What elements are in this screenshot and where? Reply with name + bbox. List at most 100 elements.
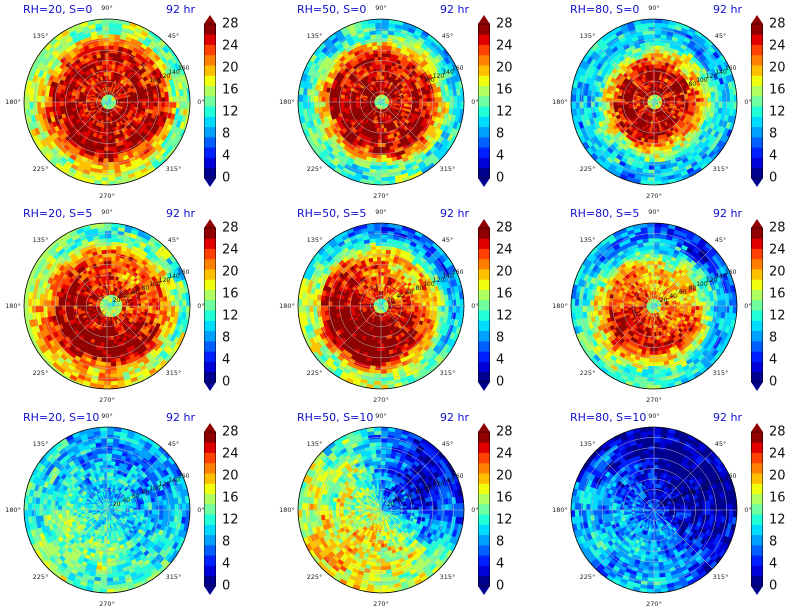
contour-cell — [325, 101, 330, 108]
contour-cell — [654, 52, 660, 58]
colorbar-segment — [751, 167, 763, 179]
contour-cell — [157, 97, 162, 103]
contour-cell — [648, 131, 653, 136]
contour-cell — [149, 101, 155, 107]
polar-panel: RH=20, S=5 92 hr 20 40 60 80 100 120 140 160 0° 45°… — [0, 204, 262, 408]
contour-cell — [355, 99, 360, 103]
colorbar-segment — [751, 95, 763, 107]
contour-cell — [82, 99, 87, 103]
contour-cell — [381, 86, 384, 91]
angle-tick-label: 315° — [165, 164, 182, 173]
contour-cell — [571, 87, 577, 96]
colorbar-segment — [478, 126, 490, 138]
contour-cell — [25, 94, 30, 103]
colorbar-segment — [478, 147, 490, 158]
colorbar-segment — [751, 65, 763, 76]
contour-cell — [654, 64, 659, 69]
contour-cell — [381, 139, 386, 144]
colorbar-segment — [478, 157, 490, 169]
contour-cell — [609, 97, 614, 103]
contour-cell — [33, 95, 38, 103]
contour-cell — [381, 41, 388, 46]
contour-cell — [70, 98, 75, 103]
contour-cell — [381, 154, 387, 159]
contour-cell — [381, 52, 387, 58]
contour-cell — [646, 146, 652, 152]
contour-cell — [74, 95, 80, 100]
contour-cell — [381, 82, 384, 88]
contour-cell — [332, 93, 338, 99]
contour-cell — [108, 154, 114, 159]
contour-cell — [654, 60, 659, 65]
contour-cell — [582, 101, 588, 109]
contour-cell — [381, 158, 388, 163]
contour-cell — [654, 158, 661, 163]
colorbar-segment — [204, 34, 216, 45]
contour-cell — [441, 101, 447, 108]
contour-cell — [48, 101, 53, 108]
contour-cell — [616, 101, 622, 106]
contour-cell — [654, 177, 662, 182]
contour-cell — [411, 98, 416, 103]
colorbar-segment — [478, 95, 490, 107]
contour-cell — [651, 64, 655, 69]
angle-tick-label: 225° — [579, 164, 596, 173]
contour-cell — [383, 71, 388, 77]
angle-tick-label: 270° — [99, 192, 115, 200]
contour-cell — [328, 97, 334, 103]
contour-cell — [632, 99, 637, 103]
contour-cell — [407, 101, 413, 105]
contour-cell — [101, 173, 109, 178]
colorbar-extend-max — [478, 15, 490, 24]
contour-cell — [684, 98, 689, 103]
contour-cell — [699, 97, 705, 103]
contour-cell — [654, 26, 662, 31]
angular-grid-line — [106, 43, 166, 103]
colorbar-tick-label: 8 — [769, 126, 778, 142]
panel-title-time: 92 hr — [166, 3, 195, 16]
contour-cell — [328, 101, 334, 107]
contour-cell — [112, 52, 118, 58]
contour-cell — [381, 30, 389, 35]
contour-cell — [102, 165, 109, 171]
contour-cell — [648, 135, 653, 140]
contour-cell — [657, 64, 662, 69]
contour-cell — [654, 173, 662, 178]
contour-cell — [651, 131, 655, 137]
colorbar-segment — [478, 116, 490, 128]
contour-cell — [103, 41, 109, 46]
contour-cell — [381, 150, 387, 155]
colorbar-segment — [204, 116, 216, 128]
contour-cell — [586, 95, 592, 103]
contour-cell — [381, 165, 388, 171]
contour-cell — [70, 95, 76, 100]
contour-cell — [381, 26, 389, 31]
contour-cell — [415, 104, 420, 109]
contour-cell — [74, 98, 79, 103]
contour-cell — [688, 104, 693, 109]
contour-cell — [343, 98, 349, 103]
contour-cell — [658, 52, 664, 58]
contour-cell — [654, 71, 658, 76]
contour-cell — [449, 101, 454, 109]
colorbar-segment — [478, 167, 490, 179]
contour-cell — [172, 95, 177, 103]
contour-cell — [103, 127, 107, 133]
contour-cell — [381, 56, 386, 61]
contour-cell — [101, 22, 109, 27]
angle-tick-label: 45° — [167, 31, 180, 40]
angle-tick-label: 135° — [306, 31, 323, 40]
contour-cell — [102, 30, 109, 35]
contour-cell — [108, 71, 112, 76]
contour-cell — [381, 71, 385, 76]
panel-title-time: 92 hr — [440, 3, 469, 16]
contour-cell — [445, 101, 450, 109]
colorbar-segment — [751, 34, 763, 45]
contour-cell — [696, 97, 701, 103]
contour-cell — [108, 146, 114, 152]
contour-cell — [101, 19, 109, 24]
contour-cell — [654, 86, 657, 91]
contour-cell — [598, 101, 603, 108]
contour-cell — [309, 95, 315, 103]
colorbar-tick-label: 24 — [496, 38, 513, 54]
